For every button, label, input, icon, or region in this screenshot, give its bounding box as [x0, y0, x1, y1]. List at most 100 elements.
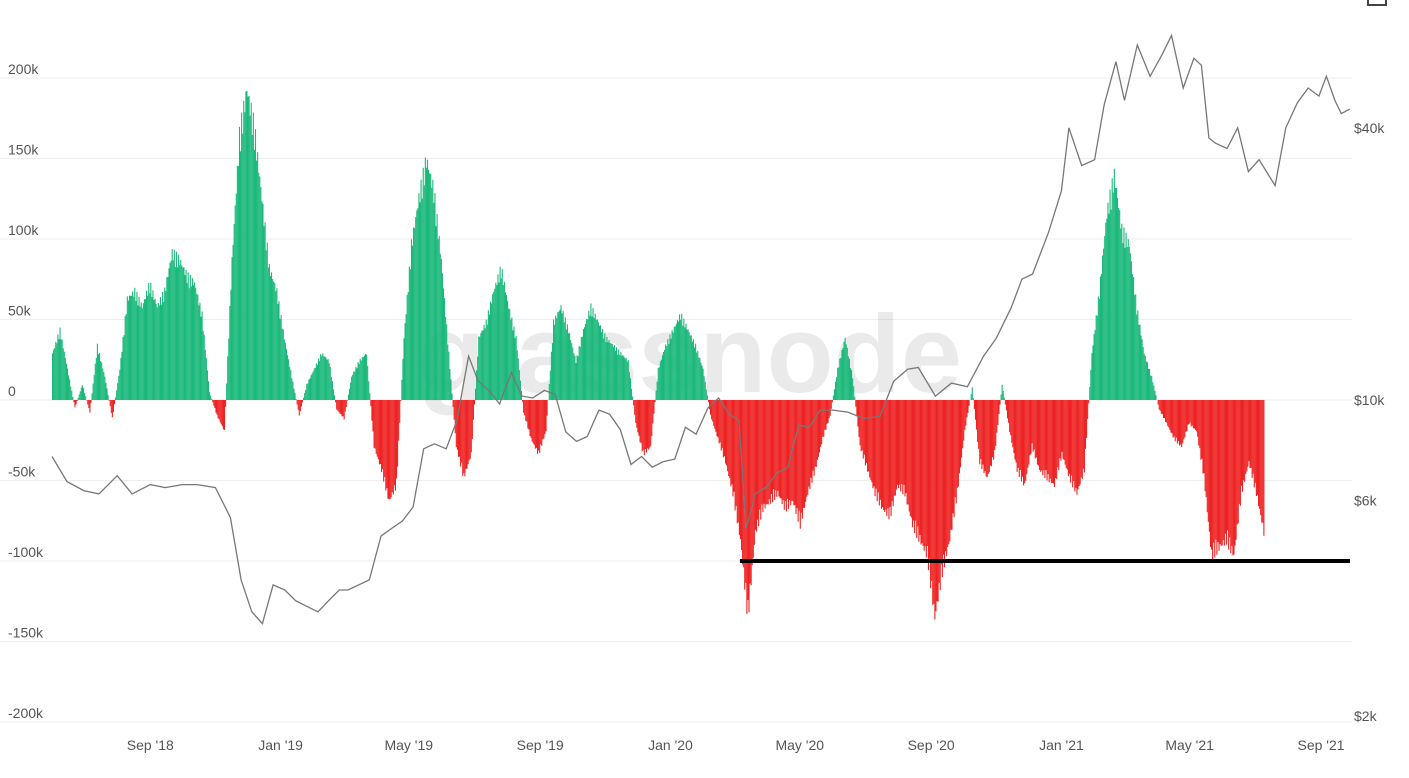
bar — [832, 395, 834, 400]
bar — [419, 202, 421, 400]
bar — [410, 239, 413, 400]
bar — [369, 393, 371, 400]
bar — [775, 400, 777, 491]
bar — [128, 295, 131, 400]
bar — [644, 400, 646, 449]
bar — [1258, 400, 1260, 507]
bar — [621, 355, 623, 400]
bar — [84, 393, 86, 400]
bar — [89, 400, 91, 413]
bar — [58, 339, 60, 400]
bar — [1050, 400, 1052, 484]
y-tick-label: 150k — [8, 142, 39, 158]
bar — [710, 400, 712, 415]
bar — [587, 319, 589, 400]
bar — [1189, 400, 1191, 423]
bar — [437, 239, 439, 400]
y-tick-label: 0 — [8, 383, 16, 399]
bar — [96, 343, 98, 400]
bar — [512, 330, 514, 400]
bar — [1037, 400, 1040, 466]
bar — [138, 296, 140, 400]
bar — [876, 400, 878, 502]
bar — [1063, 400, 1065, 460]
bar — [120, 357, 122, 400]
bar — [389, 400, 391, 499]
bar — [950, 400, 952, 530]
bar — [973, 400, 975, 409]
bar — [596, 319, 598, 400]
bar — [867, 400, 869, 472]
bar — [1192, 400, 1194, 429]
bar — [1152, 382, 1154, 400]
bar — [190, 286, 192, 400]
bar — [473, 400, 476, 405]
bar — [266, 242, 268, 400]
bar — [887, 400, 889, 509]
bar — [1035, 400, 1037, 458]
bar — [276, 288, 278, 400]
bar — [532, 400, 534, 444]
bar — [91, 393, 93, 400]
bar — [905, 400, 907, 494]
bar — [702, 368, 704, 400]
bar — [888, 400, 890, 520]
bar — [263, 226, 265, 400]
bar — [798, 400, 800, 511]
bar — [978, 400, 980, 449]
bar — [680, 319, 682, 400]
bar — [451, 393, 453, 400]
bar — [938, 400, 940, 583]
bar — [908, 400, 910, 512]
y2-tick-label: $10k — [1354, 392, 1385, 408]
bar — [361, 357, 363, 400]
bar — [1199, 400, 1201, 449]
bar — [979, 400, 981, 465]
bar — [1041, 400, 1043, 471]
bar — [1006, 400, 1009, 419]
bar — [198, 305, 200, 400]
bar — [1203, 400, 1205, 474]
bar — [346, 400, 348, 401]
bar — [256, 160, 258, 400]
bar — [471, 400, 473, 439]
bar — [491, 303, 493, 400]
bar — [377, 400, 379, 460]
bar — [350, 382, 352, 400]
bar — [885, 400, 887, 510]
bar — [1128, 246, 1130, 400]
bar — [1053, 400, 1056, 487]
bar — [509, 309, 511, 400]
bar — [894, 400, 896, 496]
bar — [1134, 294, 1136, 400]
bar — [498, 282, 500, 400]
bar — [304, 393, 306, 400]
bar — [132, 291, 134, 400]
bar — [1224, 400, 1226, 534]
bar — [1171, 400, 1173, 434]
bar — [1043, 400, 1045, 471]
bar — [126, 296, 128, 400]
bar — [733, 400, 735, 492]
bar — [94, 363, 96, 400]
bar — [618, 349, 620, 400]
bar — [828, 400, 830, 419]
menu-icon[interactable] — [1367, 0, 1387, 6]
bar — [1071, 400, 1073, 476]
bar — [209, 392, 211, 400]
bar — [1246, 400, 1248, 472]
bar — [861, 400, 863, 451]
bar — [544, 400, 546, 434]
bar — [1222, 400, 1224, 541]
bar — [432, 179, 434, 400]
bar — [76, 400, 78, 402]
bar — [1062, 400, 1064, 459]
bar — [711, 400, 713, 420]
bar — [737, 400, 739, 523]
bar — [554, 324, 556, 400]
bar — [337, 400, 339, 411]
bar — [515, 335, 517, 400]
bar — [895, 400, 897, 490]
bar — [747, 400, 749, 600]
bar — [181, 265, 183, 400]
